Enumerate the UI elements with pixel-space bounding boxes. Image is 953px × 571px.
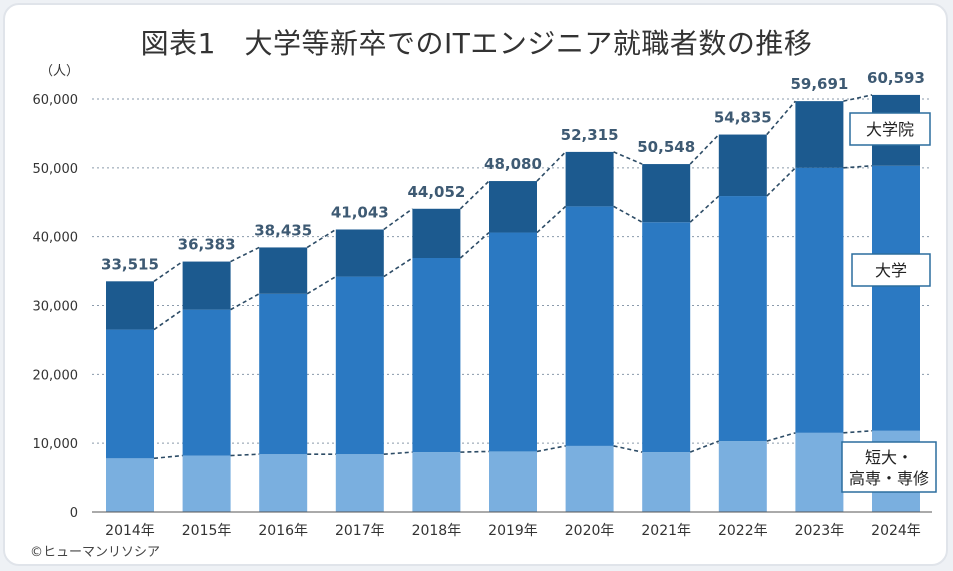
- bar-segment-grad-school: [642, 164, 691, 223]
- x-tick-label: 2016年: [258, 523, 308, 539]
- series-connector-line: [613, 445, 643, 453]
- x-tick-label: 2021年: [641, 523, 691, 539]
- y-tick-label: 50,000: [33, 162, 79, 177]
- total-value-label: 50,548: [637, 138, 695, 156]
- series-connector-line: [383, 257, 413, 278]
- bar-segment-grad-school: [718, 134, 767, 197]
- series-connector-line: [843, 429, 873, 434]
- total-value-label: 48,080: [484, 155, 542, 173]
- bar-segment-university: [489, 232, 537, 452]
- series-connector-line: [153, 260, 184, 282]
- bar-segment-grad-school: [182, 261, 231, 310]
- total-value-label: 38,435: [254, 221, 312, 239]
- legend-label-grad-school: 大学院: [866, 120, 914, 139]
- bar-segment-grad-school: [565, 151, 614, 207]
- series-connector-line: [613, 151, 643, 165]
- bar-segment-university: [335, 276, 384, 455]
- bar-segment-junior: [565, 445, 614, 512]
- bar-segment-junior: [106, 458, 154, 512]
- total-value-label: 59,691: [790, 75, 848, 93]
- copyright-text: ©ヒューマンリソシア: [30, 545, 161, 560]
- total-value-label: 44,052: [407, 183, 465, 201]
- series-connector-line: [230, 453, 260, 457]
- legend-box-university: [851, 253, 931, 287]
- chart-card: [3, 3, 948, 566]
- bar-segment-university: [182, 309, 231, 456]
- series-connector-line: [383, 451, 413, 455]
- total-value-label: 60,593: [867, 69, 925, 87]
- x-tick-label: 2015年: [182, 523, 232, 539]
- series-connector-line: [383, 208, 413, 231]
- total-value-label: 52,315: [561, 126, 619, 144]
- series-connector-line: [843, 164, 873, 169]
- series-connector-line: [689, 195, 720, 223]
- total-value-label: 54,835: [714, 109, 772, 127]
- bar-segment-university: [718, 196, 767, 442]
- legend-label-junior-line1: 短大・: [865, 448, 913, 467]
- bar-segment-grad-school: [489, 181, 537, 233]
- bar-segment-junior: [642, 452, 691, 512]
- legend-label-junior-line2: 高専・専修: [849, 469, 929, 488]
- bar-segment-grad-school: [795, 101, 844, 168]
- bar-segment-junior: [259, 454, 308, 512]
- series-connector-line: [153, 454, 183, 460]
- x-tick-label: 2019年: [488, 523, 538, 539]
- x-tick-label: 2018年: [412, 523, 462, 539]
- bar-segment-junior: [335, 454, 384, 512]
- series-connector-line: [766, 432, 796, 442]
- bar-segment-junior: [718, 441, 767, 512]
- bar-segment-junior: [795, 432, 844, 512]
- series-connector-line: [766, 100, 797, 136]
- y-tick-label: 10,000: [33, 437, 79, 452]
- y-tick-label: 60,000: [33, 93, 79, 108]
- bar-segment-university: [872, 165, 920, 431]
- legend-label-university: 大学: [875, 261, 907, 280]
- series-connector-line: [306, 275, 337, 295]
- y-axis-unit: （人）: [40, 64, 80, 79]
- bar-segment-university: [259, 293, 308, 455]
- y-tick-label: 0: [70, 506, 78, 521]
- bar-segment-grad-school: [412, 208, 461, 259]
- bar-segment-grad-school: [259, 247, 308, 294]
- bar-segment-university: [106, 329, 154, 459]
- y-tick-label: 20,000: [33, 368, 79, 383]
- legend-box-grad-school: [849, 112, 931, 146]
- bar-segment-junior: [412, 452, 461, 512]
- y-tick-label: 30,000: [33, 300, 79, 315]
- bar-segment-university: [642, 222, 691, 453]
- bar-segment-grad-school: [106, 281, 154, 330]
- bar-segment-junior: [182, 455, 231, 512]
- total-value-label: 33,515: [101, 255, 159, 273]
- x-tick-label: 2017年: [335, 523, 385, 539]
- x-tick-label: 2020年: [565, 523, 615, 539]
- bar-segment-grad-school: [335, 229, 384, 277]
- series-connector-line: [230, 293, 260, 311]
- series-connector-line: [306, 228, 337, 249]
- series-connector-line: [153, 308, 184, 331]
- series-connector-line: [843, 94, 873, 102]
- total-value-label: 41,043: [331, 203, 389, 221]
- y-tick-label: 40,000: [33, 231, 79, 246]
- legend-box-junior: [841, 441, 937, 493]
- bar-segment-university: [795, 167, 844, 433]
- chart-title: 図表1 大学等新卒でのITエンジニア就職者数の推移: [140, 27, 813, 60]
- x-tick-label: 2022年: [718, 523, 768, 539]
- bar-segment-university: [412, 258, 461, 453]
- bar-segment-university: [565, 206, 614, 446]
- series-connector-line: [536, 205, 567, 234]
- series-connector-line: [536, 445, 566, 453]
- bar-segment-junior: [489, 451, 537, 512]
- x-tick-label: 2023年: [795, 523, 845, 539]
- series-connector-line: [766, 167, 796, 197]
- series-connector-line: [460, 450, 490, 453]
- x-tick-label: 2024年: [871, 523, 921, 539]
- series-connector-line: [459, 231, 490, 259]
- series-connector-line: [689, 440, 720, 453]
- total-value-label: 36,383: [178, 236, 236, 254]
- series-connector-line: [613, 205, 643, 223]
- x-tick-label: 2014年: [105, 523, 155, 539]
- series-connector-line: [230, 246, 260, 263]
